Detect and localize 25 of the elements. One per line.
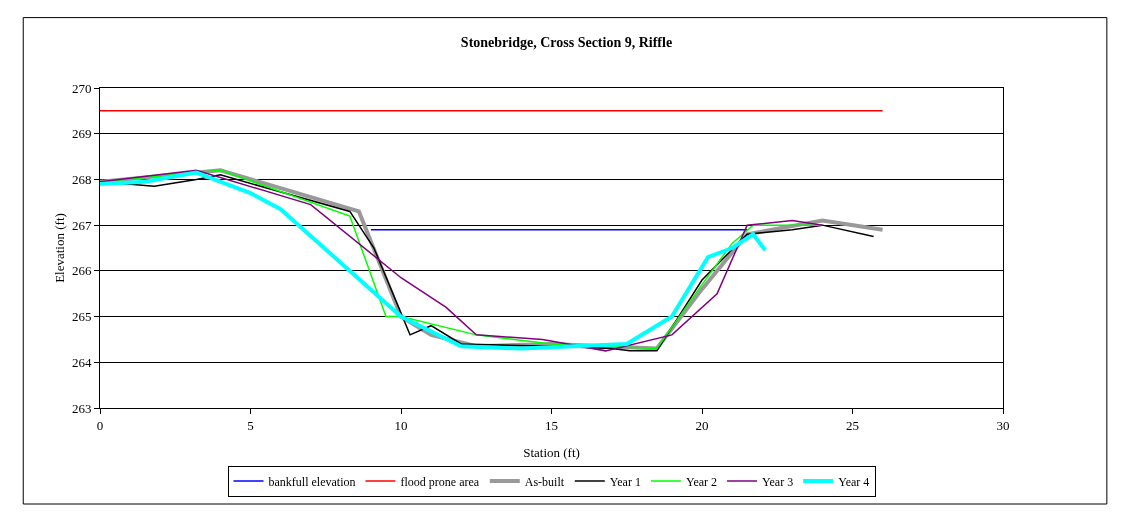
y-tick-label: 268 xyxy=(71,171,92,187)
x-tick-label: 20 xyxy=(695,417,709,433)
legend-label: flood prone area xyxy=(400,474,480,489)
x-tick-label: 0 xyxy=(96,417,104,433)
y-tick-label: 263 xyxy=(71,400,92,416)
legend-label: Year 1 xyxy=(609,474,641,489)
legend-label: Year 3 xyxy=(762,474,794,489)
x-axis-title: Station (ft) xyxy=(523,445,580,460)
x-tick-label: 15 xyxy=(545,417,558,433)
y-axis-title: Elevation (ft) xyxy=(52,213,67,283)
x-tick-label: 5 xyxy=(247,417,254,433)
x-tick-label: 10 xyxy=(394,417,408,433)
legend-label: Year 4 xyxy=(838,474,870,489)
legend-label: As-built xyxy=(524,474,565,489)
x-tick-label: 25 xyxy=(846,417,859,433)
legend-label: Year 2 xyxy=(685,474,718,489)
y-tick-label: 265 xyxy=(71,309,92,325)
y-tick-label: 264 xyxy=(71,354,92,370)
x-tick-label: 30 xyxy=(996,417,1010,433)
y-tick-label: 269 xyxy=(71,126,92,142)
y-tick-label: 270 xyxy=(71,80,92,96)
y-tick-label: 267 xyxy=(71,217,92,233)
chart-title: Stonebridge, Cross Section 9, Riffle xyxy=(460,34,673,50)
legend-label: bankfull elevation xyxy=(268,474,356,489)
y-tick-label: 266 xyxy=(71,263,92,279)
